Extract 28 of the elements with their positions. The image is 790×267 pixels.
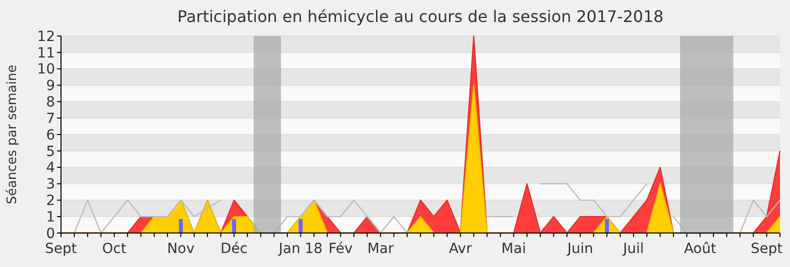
- chart-title: Participation en hémicycle au cours de la session 2017-2018: [177, 7, 664, 26]
- x-tick-label: Août: [684, 241, 717, 257]
- x-tick-label: Mar: [367, 241, 394, 257]
- y-tick-label: 5: [46, 144, 55, 160]
- x-tick-label: Fév: [328, 241, 353, 257]
- x-tick-label: Juin: [566, 241, 594, 257]
- y-tick-label: 6: [46, 127, 56, 144]
- x-tick-label: Jan 18: [278, 241, 323, 257]
- y-tick-label: 7: [46, 110, 55, 127]
- x-tick-label: Juil: [622, 241, 644, 257]
- x-tick-label: Avr: [449, 241, 472, 257]
- y-tick-label: 8: [46, 94, 55, 111]
- x-tick-label: Mai: [501, 241, 526, 257]
- y-tick-label: 1: [46, 209, 55, 226]
- y-tick-label: 3: [46, 176, 55, 193]
- x-tick-label: Nov: [167, 241, 194, 257]
- y-tick-label: 9: [46, 78, 55, 94]
- y-tick-label: 12: [37, 28, 55, 45]
- x-tick-label: Déc: [220, 241, 248, 257]
- y-tick-label: 11: [37, 45, 55, 62]
- x-tick-label: Sept: [750, 241, 784, 257]
- y-tick-label: 0: [46, 226, 55, 242]
- y-axis-title: Séances par semaine: [5, 64, 20, 204]
- x-tick-label: Sept: [45, 241, 78, 257]
- y-tick-label: 4: [46, 160, 56, 176]
- y-tick-label: 10: [37, 62, 55, 78]
- x-tick-label: Oct: [102, 241, 127, 257]
- y-tick-label: 2: [46, 193, 55, 210]
